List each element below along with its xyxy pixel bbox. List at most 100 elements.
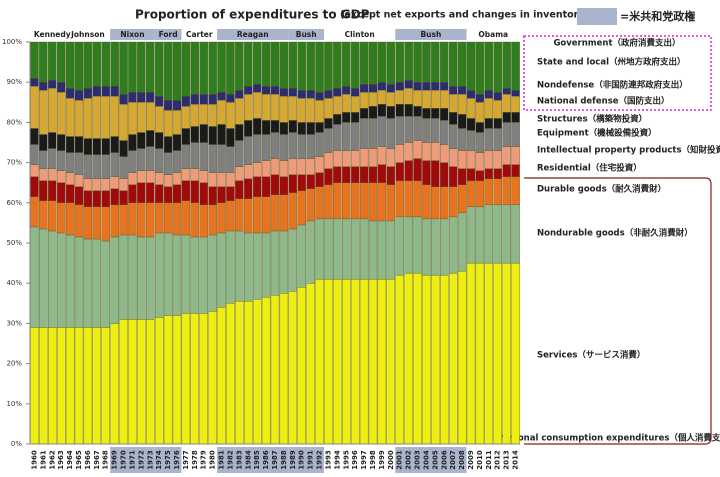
bar-segment xyxy=(199,313,208,445)
bar-segment xyxy=(475,132,485,153)
y-tick-label: 10% xyxy=(6,400,22,408)
bar-segment xyxy=(466,168,476,181)
bar-segment xyxy=(137,182,146,203)
bar-segment xyxy=(404,88,413,105)
bar-segment xyxy=(244,301,253,445)
bar-segment xyxy=(279,88,289,97)
bar-segment xyxy=(110,152,119,177)
bar-segment xyxy=(270,94,280,121)
bar-segment xyxy=(172,110,182,135)
x-tick-label: 1979 xyxy=(200,450,208,470)
bar-segment xyxy=(431,218,440,276)
bar-segment xyxy=(457,41,467,87)
bar-segment xyxy=(306,188,315,222)
bar-segment xyxy=(163,41,173,101)
bar-segment xyxy=(333,41,342,89)
bar-segment xyxy=(279,194,289,232)
bar-segment xyxy=(484,262,494,445)
bar-segment xyxy=(74,100,84,137)
bar-segment xyxy=(235,90,244,99)
bar-segment xyxy=(324,118,333,129)
bar-segment xyxy=(457,128,467,151)
bar-segment xyxy=(244,178,253,199)
bar-segment xyxy=(65,98,75,137)
bar-segment xyxy=(493,128,502,151)
bar-segment xyxy=(440,186,449,220)
bar-segment xyxy=(377,90,387,105)
bar-segment xyxy=(511,41,520,91)
bar-segment xyxy=(448,86,458,95)
bar-segment xyxy=(297,287,306,445)
bar-segment xyxy=(199,41,208,95)
y-tick-label: 40% xyxy=(6,279,22,287)
bar-segment xyxy=(48,200,57,232)
group-label: Government（政府消費支出） xyxy=(553,38,680,49)
bar-segment xyxy=(288,158,298,175)
bar-segment xyxy=(279,176,289,195)
bar-segment xyxy=(261,86,271,95)
bar-segment xyxy=(172,100,182,111)
x-tick-label: 1973 xyxy=(146,450,154,470)
bar-segment xyxy=(208,104,217,127)
bar-segment xyxy=(226,172,235,187)
bar-segment xyxy=(386,92,396,107)
bar-segment xyxy=(315,100,324,123)
republican-year-band xyxy=(288,447,324,473)
bar-segment xyxy=(350,122,360,151)
bar-segment xyxy=(208,172,217,187)
bar-segment xyxy=(395,116,404,145)
bar-segment xyxy=(466,180,476,208)
president-label: Bush xyxy=(420,30,441,39)
bar-segment xyxy=(368,41,378,85)
bar-segment xyxy=(235,140,244,167)
bar-segment xyxy=(110,136,119,153)
bar-segment xyxy=(270,174,280,195)
bar-segment xyxy=(163,100,173,111)
bar-segment xyxy=(457,86,467,95)
bar-segment xyxy=(190,313,200,445)
bar-segment xyxy=(324,152,333,169)
bar-segment xyxy=(413,180,422,218)
bar-segment xyxy=(279,122,289,135)
bar-segment xyxy=(279,41,289,89)
bar-segment xyxy=(119,190,128,206)
y-tick-label: 60% xyxy=(6,199,22,207)
chart-subtitle: (except net exports and changes in inven… xyxy=(340,10,598,21)
bar-segment xyxy=(457,150,467,169)
bar-segment xyxy=(74,90,84,101)
bar-segment xyxy=(48,132,57,149)
bar-segment xyxy=(448,272,458,445)
bar-segment xyxy=(128,92,137,103)
bar-segment xyxy=(475,170,485,181)
x-tick-label: 1960 xyxy=(30,450,38,470)
x-tick-label: 1995 xyxy=(342,450,350,470)
bar-segment xyxy=(359,182,369,220)
bar-segment xyxy=(110,323,119,445)
bar-segment xyxy=(306,174,315,189)
bar-segment xyxy=(377,41,387,83)
x-tick-label: 1983 xyxy=(235,450,243,470)
bar-segment xyxy=(83,178,93,191)
bar-segment xyxy=(493,92,502,101)
bar-segment xyxy=(261,232,271,298)
bar-segment xyxy=(359,166,369,183)
bar-segment xyxy=(297,90,306,99)
bar-segment xyxy=(39,81,48,91)
bar-segment xyxy=(440,108,449,121)
bar-segment xyxy=(359,118,369,149)
bar-segment xyxy=(172,184,182,204)
bar-segment xyxy=(484,41,494,91)
bar-segment xyxy=(386,84,396,93)
bar-segment xyxy=(475,180,485,208)
republican-year-band xyxy=(395,447,467,473)
bar-segment xyxy=(288,174,298,193)
bar-segment xyxy=(511,122,520,147)
bar-segment xyxy=(48,327,57,445)
bar-segment xyxy=(65,184,75,204)
bar-segment xyxy=(39,90,48,135)
chart-title: Proportion of expenditures to GDP xyxy=(135,8,370,22)
bar-segment xyxy=(252,162,262,177)
bar-segment xyxy=(333,124,342,151)
bar-segment xyxy=(261,160,271,177)
bar-segment xyxy=(386,118,396,149)
